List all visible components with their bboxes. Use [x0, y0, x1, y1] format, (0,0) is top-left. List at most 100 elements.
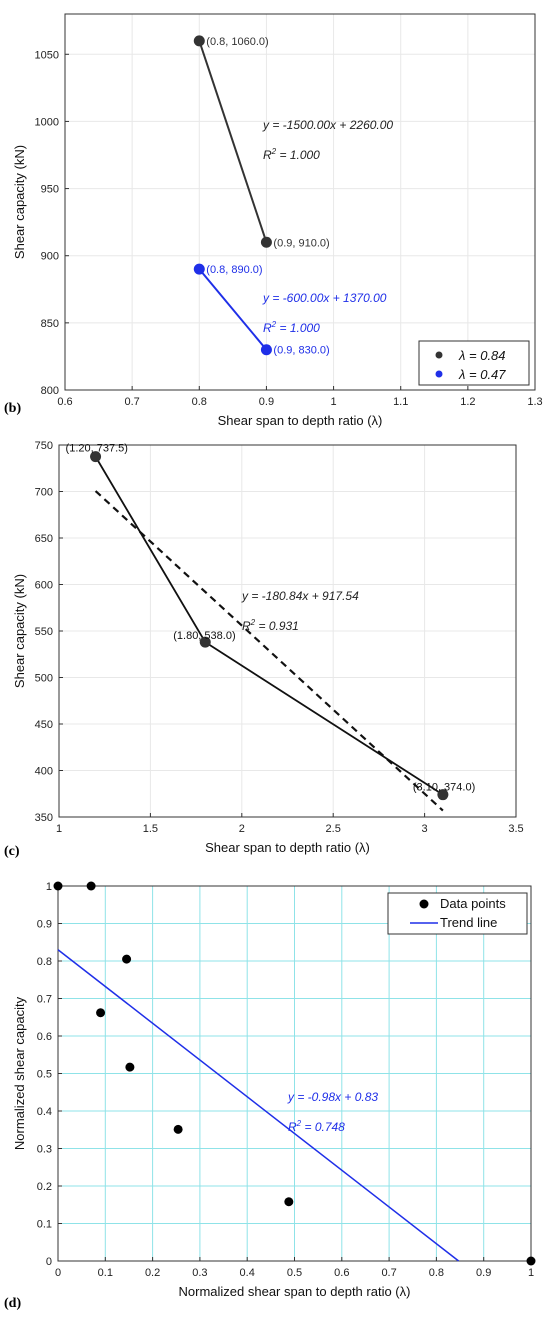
y-tick-label: 0.3 — [37, 1144, 52, 1156]
y-tick-label: 0.6 — [37, 1031, 52, 1043]
x-tick-label: 3 — [422, 823, 428, 835]
x-tick-label: 2 — [239, 823, 245, 835]
y-tick-label: 0.2 — [37, 1181, 52, 1193]
point-label: (0.8, 1060.0) — [206, 36, 268, 48]
x-axis-label: Normalized shear span to depth ratio (λ) — [179, 1284, 411, 1299]
y-tick-label: 0.7 — [37, 994, 52, 1006]
legend-marker-points — [419, 899, 429, 909]
x-tick-label: 0 — [55, 1267, 61, 1279]
y-tick-label: 1 — [46, 881, 52, 893]
legend-label: Data points — [440, 896, 506, 911]
trend-equation: y = -1500.00x + 2260.00 — [262, 118, 393, 132]
x-tick-label: 0.9 — [476, 1267, 491, 1279]
legend-marker — [435, 370, 443, 378]
x-tick-label: 0.1 — [98, 1267, 113, 1279]
point-label: (0.9, 910.0) — [273, 237, 329, 249]
legend-label: Trend line — [440, 915, 497, 930]
y-tick-label: 750 — [35, 440, 53, 452]
r-squared-label: R2 = 0.748 — [288, 1119, 345, 1134]
data-point — [90, 451, 102, 463]
x-tick-label: 0.5 — [287, 1267, 302, 1279]
trend-equation: y = -180.84x + 917.54 — [241, 589, 359, 603]
r-squared-label: R2 = 0.931 — [242, 618, 299, 633]
y-tick-label: 950 — [41, 184, 59, 196]
legend-label: λ = 0.84 — [458, 348, 506, 363]
panel-label: (c) — [4, 844, 20, 859]
y-tick-label: 0.5 — [37, 1069, 52, 1081]
x-axis-label: Shear span to depth ratio (λ) — [205, 840, 370, 855]
r-squared-value: 1.000 — [290, 148, 320, 162]
x-tick-label: 1.3 — [527, 396, 542, 408]
data-point — [193, 263, 205, 275]
y-tick-label: 0.4 — [37, 1106, 52, 1118]
legend-box — [387, 892, 528, 935]
r-squared-value: 0.931 — [269, 619, 299, 633]
panel-label: (b) — [4, 401, 21, 416]
y-axis-label: Shear capacity (kN) — [12, 574, 27, 688]
r-squared-label: R2 = 1.000 — [263, 147, 320, 162]
chart-2-axes: 0 0.1 0.2 0.3 0.4 0.5 0.6 0.7 0.8 0.9 1 0 0.1 0.2 0.3 0… — [12, 881, 534, 1299]
y-tick-label: 0 — [46, 1256, 52, 1268]
legend: λ = 0.84 λ = 0.47 — [418, 340, 530, 386]
x-tick-label: 1.5 — [143, 823, 158, 835]
data-point — [125, 1062, 135, 1072]
series-line-0 — [198, 40, 268, 243]
y-tick-label: 800 — [41, 385, 59, 397]
x-tick-label: 0.8 — [192, 396, 207, 408]
data-point — [173, 1124, 183, 1134]
x-tick-label: 0.7 — [124, 396, 139, 408]
y-axis-label: Shear capacity (kN) — [12, 145, 27, 259]
point-label: (0.9, 830.0) — [273, 345, 329, 357]
y-tick-label: 1050 — [35, 49, 59, 61]
y-tick-label: 400 — [35, 766, 53, 778]
y-tick-label: 450 — [35, 719, 53, 731]
x-tick-label: 0.2 — [145, 1267, 160, 1279]
r-squared-label: R2 = 1.000 — [263, 320, 320, 335]
x-tick-label: 0.6 — [334, 1267, 349, 1279]
x-tick-label: 1 — [56, 823, 62, 835]
plot-frame — [64, 13, 536, 391]
data-point — [53, 881, 63, 891]
legend-box — [418, 340, 530, 386]
r-squared-value: 0.748 — [315, 1120, 345, 1134]
y-tick-label: 500 — [35, 673, 53, 685]
y-tick-label: 650 — [35, 533, 53, 545]
legend-label: λ = 0.47 — [458, 367, 506, 382]
y-tick-label: 0.9 — [37, 919, 52, 931]
trend-equation: y = -0.98x + 0.83 — [287, 1090, 378, 1104]
point-label: (0.8, 890.0) — [206, 264, 262, 276]
data-point — [526, 1256, 536, 1266]
data-point — [96, 1008, 106, 1018]
x-tick-label: 0.3 — [192, 1267, 207, 1279]
legend-marker — [435, 351, 443, 359]
x-tick-label: 2.5 — [326, 823, 341, 835]
y-tick-label: 0.8 — [37, 956, 52, 968]
x-tick-label: 3.5 — [508, 823, 523, 835]
x-tick-label: 0.9 — [259, 396, 274, 408]
data-point — [86, 881, 96, 891]
y-tick-label: 550 — [35, 626, 53, 638]
x-tick-label: 0.6 — [57, 396, 72, 408]
point-label: (1.20, 737.5) — [66, 443, 128, 455]
point-label: (3.10, 374.0) — [413, 782, 475, 794]
r-squared-value: 1.000 — [290, 321, 320, 335]
x-tick-label: 0.8 — [429, 1267, 444, 1279]
legend: Data points Trend line — [387, 892, 528, 935]
y-tick-label: 350 — [35, 812, 53, 824]
x-tick-label: 1 — [528, 1267, 534, 1279]
data-point — [122, 954, 132, 964]
data-point — [260, 344, 272, 356]
data-point — [284, 1197, 294, 1207]
data-point — [199, 636, 211, 648]
trend-equation: y = -600.00x + 1370.00 — [262, 291, 387, 305]
y-tick-label: 1000 — [35, 116, 59, 128]
chart-0-axes: 0.6 0.7 0.8 0.9 1 1.1 1.2 1.3 800 850 900 950 1000 10… — [12, 13, 543, 428]
trend-line — [57, 949, 460, 1262]
y-axis-label: Normalized shear capacity — [12, 996, 27, 1150]
y-tick-label: 850 — [41, 318, 59, 330]
x-axis-label: Shear span to depth ratio (λ) — [218, 413, 383, 428]
data-point — [193, 35, 205, 47]
point-label: (1.80, 538.0) — [173, 630, 235, 642]
data-point — [437, 789, 449, 801]
trend-line — [94, 490, 444, 812]
